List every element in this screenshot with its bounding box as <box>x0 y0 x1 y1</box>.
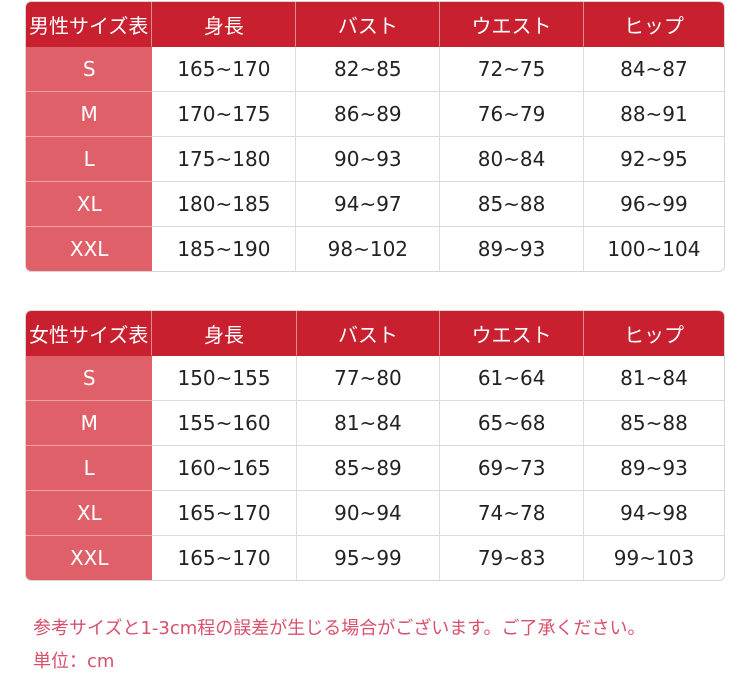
table-row: L 175~180 90~93 80~84 92~95 <box>26 137 724 182</box>
header-row: 男性サイズ表 身長 バスト ウエスト ヒップ <box>26 2 724 47</box>
measurement-cell: 175~180 <box>152 137 297 182</box>
column-header: 身長 <box>152 2 297 47</box>
measurement-cell: 84~87 <box>583 47 724 92</box>
table-row: XL 165~170 90~94 74~78 94~98 <box>26 491 724 536</box>
size-label: L <box>26 446 153 491</box>
table-row: S 165~170 82~85 72~75 84~87 <box>26 47 724 92</box>
measurement-cell: 95~99 <box>297 536 441 580</box>
size-label: XL <box>26 182 153 227</box>
measurement-cell: 88~91 <box>583 92 724 137</box>
unit-note: 単位：cm <box>33 651 115 672</box>
measurement-cell: 98~102 <box>296 227 441 271</box>
header-row: 女性サイズ表 身長 バスト ウエスト ヒップ <box>26 311 724 356</box>
table-title: 女性サイズ表 <box>26 311 153 356</box>
measurement-cell: 99~103 <box>613 546 695 570</box>
size-label: L <box>26 137 153 182</box>
measurement-cell: 94~97 <box>296 182 441 227</box>
table-row: M 170~175 86~89 76~79 88~91 <box>26 92 724 137</box>
column-header: ウエスト <box>440 2 584 47</box>
size-label: S <box>26 47 153 92</box>
measurement-cell: 76~79 <box>440 92 584 137</box>
measurement-cell: 61~64 <box>440 356 584 401</box>
measurement-cell: 100~104 <box>607 237 701 261</box>
column-header: バスト <box>296 311 441 356</box>
measurement-cell: 170~175 <box>152 92 297 137</box>
mens-size-table: 男性サイズ表 身長 バスト ウエスト ヒップ S 165~170 82~85 72~75 84~8… <box>25 1 725 272</box>
measurement-cell: 65~68 <box>440 401 584 446</box>
measurement-cell: 77~80 <box>296 356 441 401</box>
measurement-cell: 85~88 <box>584 401 724 446</box>
measurement-cell: 69~73 <box>440 446 584 491</box>
column-header: ウエスト <box>440 311 584 356</box>
measurement-cell: 85~88 <box>440 182 584 227</box>
measurement-cell: 150~155 <box>152 356 297 401</box>
table-row: M 155~160 81~84 65~68 85~88 <box>26 401 724 446</box>
measurement-cell: 85~89 <box>296 446 441 491</box>
table-row: XXL 185~190 98~102 89~93 100~104 <box>26 227 724 271</box>
size-label: S <box>26 356 153 401</box>
size-label: M <box>26 92 153 137</box>
column-header: 身長 <box>152 311 297 356</box>
table-row: XL 180~185 94~97 85~88 96~99 <box>26 182 724 227</box>
table-row: XXL 165~170 95~99 79~83 99~103 <box>26 536 724 580</box>
measurement-cell: 96~99 <box>583 182 724 227</box>
measurement-cell: 92~95 <box>583 137 724 182</box>
table-title: 男性サイズ表 <box>26 2 153 47</box>
measurement-cell: 90~93 <box>296 137 441 182</box>
size-label: M <box>26 401 153 446</box>
measurement-cell: 89~93 <box>584 446 724 491</box>
measurement-cell: 90~94 <box>296 491 441 536</box>
measurement-cell: 155~160 <box>152 401 297 446</box>
column-header: ヒップ <box>583 2 724 47</box>
measurement-cell: 80~84 <box>440 137 584 182</box>
table-row: L 160~165 85~89 69~73 89~93 <box>26 446 724 491</box>
measurement-cell: 86~89 <box>296 92 441 137</box>
womens-size-table: 女性サイズ表 身長 バスト ウエスト ヒップ S 150~155 77~80 61~64 81~8… <box>25 310 725 581</box>
measurement-cell: 89~93 <box>440 227 584 271</box>
column-header: ヒップ <box>584 311 724 356</box>
measurement-cell: 160~165 <box>152 446 297 491</box>
measurement-cell: 165~170 <box>152 536 297 580</box>
measurement-cell: 82~85 <box>296 47 441 92</box>
measurement-cell: 72~75 <box>440 47 584 92</box>
column-header: バスト <box>296 2 441 47</box>
disclaimer-note: 参考サイズと1-3cm程の誤差が生じる場合がございます。ご了承ください。 <box>33 618 646 639</box>
size-label: XXL <box>26 536 153 580</box>
measurement-cell: 165~170 <box>152 47 297 92</box>
measurement-cell: 81~84 <box>584 356 724 401</box>
table-row: S 150~155 77~80 61~64 81~84 <box>26 356 724 401</box>
measurement-cell: 81~84 <box>296 401 441 446</box>
measurement-cell: 74~78 <box>440 491 584 536</box>
size-label: XL <box>26 491 153 536</box>
measurement-cell: 165~170 <box>152 491 297 536</box>
size-label: XXL <box>26 227 153 271</box>
measurement-cell: 180~185 <box>152 182 297 227</box>
measurement-cell: 185~190 <box>152 227 297 271</box>
measurement-cell: 79~83 <box>440 536 584 580</box>
measurement-cell: 94~98 <box>584 491 724 536</box>
